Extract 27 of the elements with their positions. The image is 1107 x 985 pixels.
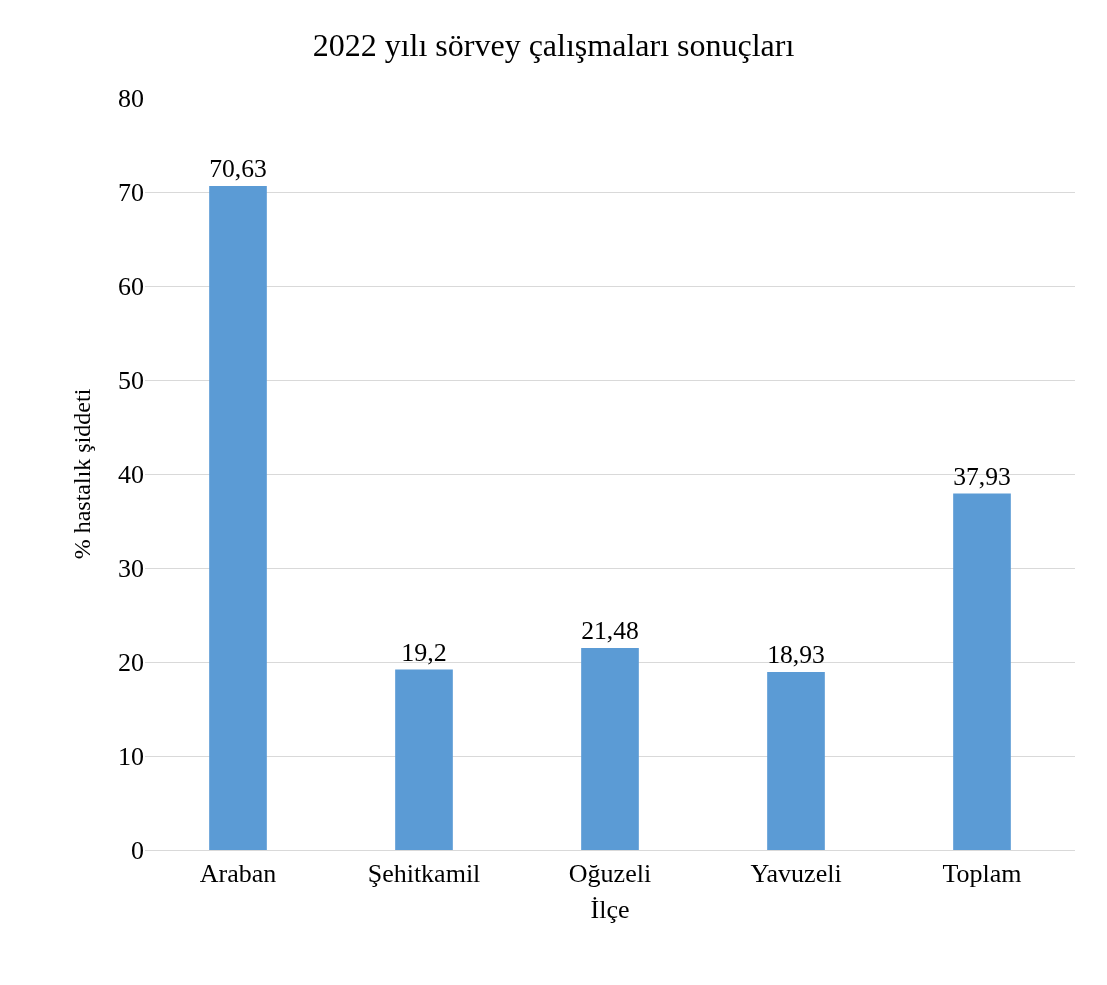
data-label: 37,93 — [953, 461, 1011, 491]
bar — [581, 648, 639, 850]
y-tick-label: 10 — [118, 742, 144, 772]
bar — [395, 669, 453, 850]
data-label: 70,63 — [209, 154, 267, 184]
y-tick-label: 40 — [118, 460, 144, 490]
bar — [953, 493, 1011, 850]
bar — [209, 186, 267, 850]
data-label: 21,48 — [581, 616, 639, 646]
y-tick-label: 0 — [131, 836, 144, 866]
y-tick-label: 30 — [118, 554, 144, 584]
y-tick-label: 50 — [118, 366, 144, 396]
bar — [767, 672, 825, 850]
chart-title: 2022 yılı sörvey çalışmaları sonuçları — [312, 26, 795, 63]
x-tick-label: Yavuzeli — [750, 859, 842, 889]
y-tick-label: 20 — [118, 648, 144, 678]
data-label: 19,2 — [401, 637, 447, 667]
x-tick-label: Araban — [199, 859, 277, 889]
y-tick-label: 80 — [118, 84, 144, 114]
data-label: 18,93 — [767, 640, 825, 670]
y-tick-label: 60 — [118, 272, 144, 302]
x-tick-label: Şehitkamil — [367, 859, 481, 889]
x-tick-label: Oğuzeli — [568, 859, 652, 889]
y-axis-title: % hastalık şiddeti — [69, 388, 96, 560]
x-tick-label: Toplam — [942, 859, 1022, 889]
y-tick-label: 70 — [118, 178, 144, 208]
x-axis-title: İlçe — [590, 894, 630, 924]
